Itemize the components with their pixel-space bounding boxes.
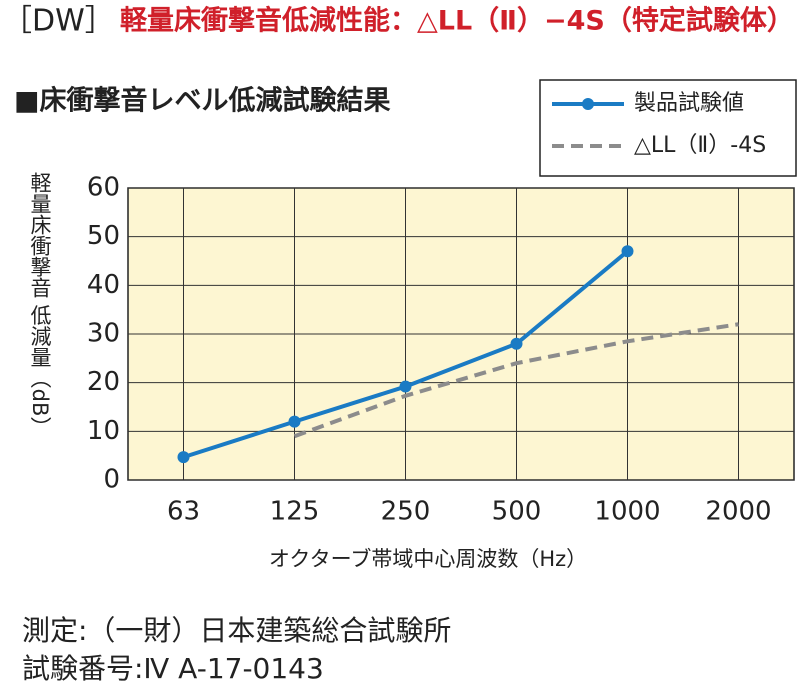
y-tick-label: 10: [87, 416, 120, 446]
series-line: [293, 322, 739, 439]
chart-subtitle: ■床衝撃音レベル低減試験結果: [14, 85, 391, 117]
y-axis-label: 軽量床衝撃音 低減量（dB）: [28, 172, 52, 437]
x-tick-label: 2000: [705, 497, 771, 527]
x-tick-label: 125: [270, 497, 320, 527]
legend-label: 製品試験値: [634, 91, 744, 116]
y-tick-label: 40: [87, 270, 120, 300]
note: 試験番号:Ⅳ A-17-0143: [22, 652, 324, 685]
point: [621, 245, 634, 258]
point: [288, 415, 301, 428]
note: 測定:（一財）日本建築総合試験所: [22, 614, 451, 647]
y-tick-label: 0: [103, 465, 120, 495]
y-tick-label: 30: [87, 319, 120, 349]
y-tick-label: 60: [87, 173, 120, 203]
legend-label: △LL（Ⅱ）-4S: [634, 133, 766, 158]
x-tick-label: 250: [381, 497, 431, 527]
y-tick-label: 20: [87, 367, 120, 397]
x-axis-label: オクターブ帯域中心周波数（Hz）: [269, 547, 587, 571]
x-tick-label: 63: [167, 497, 200, 527]
x-tick-label: 1000: [594, 497, 660, 527]
point: [399, 380, 412, 393]
y-tick-label: 50: [87, 221, 120, 251]
x-tick-label: 500: [492, 497, 542, 527]
point: [177, 451, 190, 464]
chart-title: 軽量床衝撃音低減性能：△LL（Ⅱ）−4S（特定試験体）: [120, 5, 794, 37]
legend-marker: [582, 98, 594, 110]
chart-label: ［DW］: [2, 4, 115, 39]
legend: [539, 79, 797, 177]
point: [510, 337, 523, 350]
